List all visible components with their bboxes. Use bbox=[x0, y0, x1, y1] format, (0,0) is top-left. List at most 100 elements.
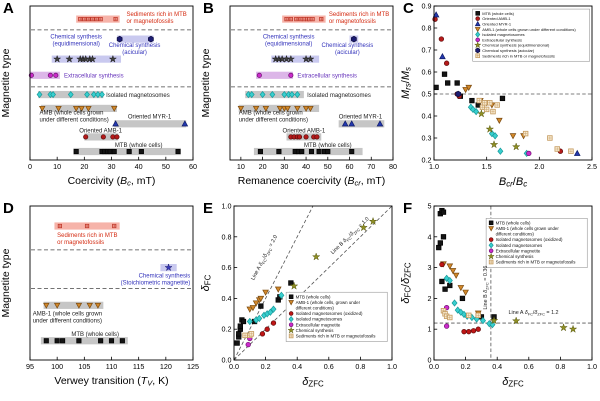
panel-A-letter: A bbox=[3, 0, 14, 17]
svg-text:under different conditions): under different conditions) bbox=[40, 118, 109, 124]
panel-A: A Sediments rich in MTB or magnetofossils… bbox=[0, 0, 200, 200]
svg-text:Bcr/Bc: Bcr/Bc bbox=[499, 176, 527, 189]
svg-text:120: 120 bbox=[160, 362, 172, 371]
panel-B-letter: B bbox=[203, 0, 214, 17]
panel-C-chart: MTB (whole cells)Oriented AMB-1Oriented … bbox=[400, 2, 597, 189]
panel-D: D Sediments rich in MTB or magnetofossils… bbox=[0, 200, 200, 401]
svg-text:under different conditions): under different conditions) bbox=[33, 318, 102, 324]
svg-text:0: 0 bbox=[28, 162, 32, 171]
svg-text:Isolated magnetosomes: Isolated magnetosomes bbox=[496, 243, 543, 248]
svg-text:0.6: 0.6 bbox=[324, 362, 334, 371]
svg-text:Isolated magnetosomes: Isolated magnetosomes bbox=[296, 317, 343, 322]
svg-text:Extracellular magnetite: Extracellular magnetite bbox=[496, 248, 541, 253]
svg-text:20: 20 bbox=[80, 162, 88, 171]
svg-text:Extracellular magnetite: Extracellular magnetite bbox=[296, 322, 341, 327]
svg-text:Isolated magnetosomes (oxidize: Isolated magnetosomes (oxidized) bbox=[496, 237, 563, 242]
svg-text:5: 5 bbox=[428, 202, 432, 211]
svg-text:(acicular): (acicular) bbox=[122, 50, 147, 56]
svg-text:0.8: 0.8 bbox=[422, 24, 432, 33]
svg-text:(acicular): (acicular) bbox=[335, 50, 360, 56]
svg-text:80: 80 bbox=[389, 162, 397, 171]
svg-text:(Stoichiometric magnetite): (Stoichiometric magnetite) bbox=[121, 281, 191, 287]
svg-text:Sediments rich in MTB: Sediments rich in MTB bbox=[329, 12, 389, 18]
svg-text:60: 60 bbox=[346, 162, 354, 171]
panel-F: F MTB (whole cells) AMB-1 (whole cells gr… bbox=[400, 200, 600, 401]
svg-text:0: 0 bbox=[428, 356, 432, 365]
svg-text:Coercivity (Bc, mT): Coercivity (Bc, mT) bbox=[68, 175, 156, 188]
svg-text:1.0: 1.0 bbox=[429, 162, 439, 171]
svg-text:Magnetite type: Magnetite type bbox=[0, 48, 12, 117]
svg-text:Mrs/Ms: Mrs/Ms bbox=[400, 67, 413, 99]
svg-text:125: 125 bbox=[187, 362, 199, 371]
svg-text:0.2: 0.2 bbox=[261, 362, 271, 371]
svg-text:Oriented MYR-1: Oriented MYR-1 bbox=[482, 22, 512, 27]
svg-text:Sediments rich in MTB or magne: Sediments rich in MTB or magnetofossils bbox=[482, 53, 555, 58]
svg-text:0.6: 0.6 bbox=[422, 68, 432, 77]
svg-text:or magnetofossils: or magnetofossils bbox=[126, 19, 173, 25]
svg-text:AMB (whole cells grown: AMB (whole cells grown bbox=[40, 111, 104, 117]
svg-text:MTB (whole cells): MTB (whole cells) bbox=[115, 143, 163, 149]
svg-text:0.2: 0.2 bbox=[422, 156, 432, 165]
svg-text:0.2: 0.2 bbox=[461, 362, 471, 371]
svg-text:100: 100 bbox=[51, 362, 63, 371]
svg-text:δFC/δZFC: δFC/δZFC bbox=[400, 262, 413, 304]
svg-text:Isolated magnetosomes: Isolated magnetosomes bbox=[307, 93, 371, 99]
svg-text:0.9: 0.9 bbox=[422, 2, 432, 11]
svg-text:MTB (whole cells): MTB (whole cells) bbox=[296, 294, 331, 299]
svg-text:Line B δZFC = 0.36: Line B δZFC = 0.36 bbox=[483, 266, 490, 310]
svg-text:MTB (whole cells): MTB (whole cells) bbox=[496, 220, 531, 225]
svg-text:Chemical synthesis: Chemical synthesis bbox=[496, 254, 535, 259]
svg-text:AMB-1 (whole cells, grown unde: AMB-1 (whole cells, grown under bbox=[296, 300, 361, 305]
svg-text:Oriented AMB-1: Oriented AMB-1 bbox=[482, 16, 511, 21]
svg-text:MTB (whole cells): MTB (whole cells) bbox=[482, 11, 514, 16]
svg-text:0.8: 0.8 bbox=[222, 232, 232, 241]
svg-text:40: 40 bbox=[135, 162, 143, 171]
svg-text:Extracellular synthesis: Extracellular synthesis bbox=[482, 37, 522, 42]
svg-text:2.0: 2.0 bbox=[534, 162, 544, 171]
svg-text:Extracellular synthesis: Extracellular synthesis bbox=[297, 74, 357, 80]
svg-text:Sediments rich in MTB: Sediments rich in MTB bbox=[57, 233, 117, 239]
svg-text:Sediments rich in MTB or magne: Sediments rich in MTB or magnetofossils bbox=[296, 334, 377, 339]
svg-text:0.4: 0.4 bbox=[292, 362, 302, 371]
svg-text:Isolated magnetosomes: Isolated magnetosomes bbox=[482, 32, 524, 37]
svg-text:2: 2 bbox=[428, 294, 432, 303]
svg-text:40: 40 bbox=[302, 162, 310, 171]
svg-text:under different conditions): under different conditions) bbox=[239, 118, 308, 124]
panel-D-letter: D bbox=[3, 200, 14, 217]
svg-text:Chemical synthesis: Chemical synthesis bbox=[322, 43, 374, 49]
svg-text:Isolated magnetosomes (oxidize: Isolated magnetosomes (oxidized) bbox=[296, 311, 363, 316]
svg-text:110: 110 bbox=[106, 362, 117, 371]
svg-text:0.8: 0.8 bbox=[355, 362, 365, 371]
svg-text:Line B δFC/δZFC = 1.0: Line B δFC/δZFC = 1.0 bbox=[330, 216, 371, 256]
svg-text:Chemical synthesis (equidimens: Chemical synthesis (equidimensional) bbox=[482, 43, 550, 48]
svg-text:1.5: 1.5 bbox=[482, 162, 492, 171]
svg-text:4: 4 bbox=[428, 232, 432, 241]
svg-text:δZFC: δZFC bbox=[302, 376, 324, 389]
svg-text:Oriented MYR-1: Oriented MYR-1 bbox=[339, 114, 383, 120]
svg-text:or magnetofossils: or magnetofossils bbox=[329, 19, 376, 25]
svg-text:3: 3 bbox=[428, 263, 432, 272]
svg-text:20: 20 bbox=[259, 162, 267, 171]
svg-text:Verwey transition (TV, K): Verwey transition (TV, K) bbox=[54, 375, 168, 388]
svg-text:Remanence coercivity (Bcr, mT): Remanence coercivity (Bcr, mT) bbox=[238, 175, 386, 188]
svg-text:10: 10 bbox=[237, 162, 245, 171]
svg-text:0.6: 0.6 bbox=[524, 362, 534, 371]
svg-text:50: 50 bbox=[324, 162, 332, 171]
svg-text:MTB (whole cells): MTB (whole cells) bbox=[71, 332, 119, 338]
svg-text:0.0: 0.0 bbox=[222, 356, 232, 365]
panel-E: E MTB (whole cells) AMB-1 (whole cells, g… bbox=[200, 200, 400, 401]
svg-text:Oriented AMB-1: Oriented AMB-1 bbox=[79, 128, 122, 134]
svg-text:Magnetite type: Magnetite type bbox=[200, 48, 212, 117]
svg-text:Line A δFC/δZFC = 1.2: Line A δFC/δZFC = 1.2 bbox=[509, 310, 559, 317]
svg-text:70: 70 bbox=[367, 162, 375, 171]
svg-text:0.2: 0.2 bbox=[222, 325, 232, 334]
svg-text:AMB (whole cells grown: AMB (whole cells grown bbox=[239, 111, 303, 117]
svg-text:or magnetofossils: or magnetofossils bbox=[57, 240, 104, 246]
svg-text:different conditions): different conditions) bbox=[296, 306, 335, 311]
svg-text:Oriented MYR-1: Oriented MYR-1 bbox=[128, 114, 172, 120]
panel-C-letter: C bbox=[403, 0, 414, 17]
svg-text:0.8: 0.8 bbox=[555, 362, 565, 371]
